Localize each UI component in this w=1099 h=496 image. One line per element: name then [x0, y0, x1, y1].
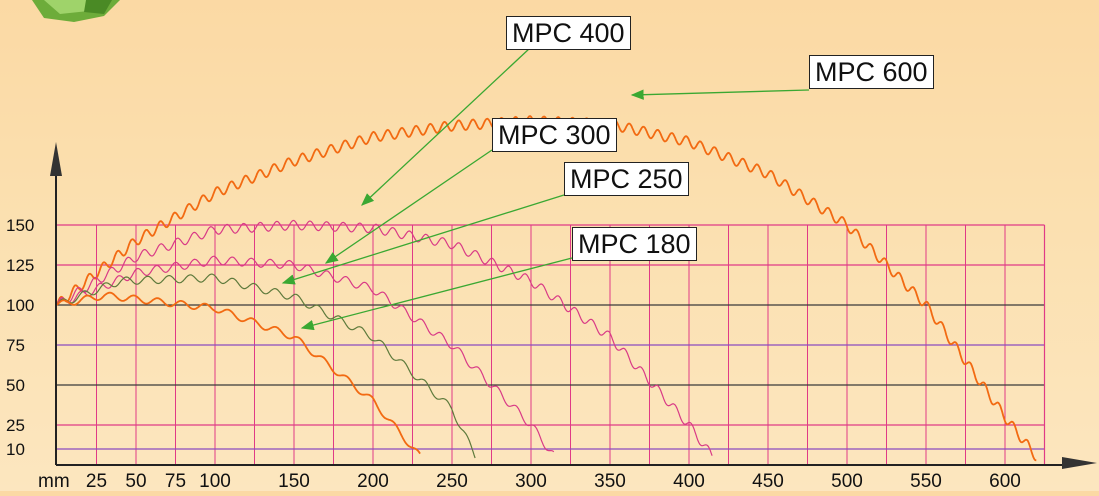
- x-tick-label: 550: [910, 471, 942, 491]
- y-tick-label: 100: [6, 296, 34, 315]
- x-tick-label: 450: [752, 471, 784, 491]
- label-mpc-250: MPC 250: [564, 162, 689, 196]
- machine-part-image: [32, 0, 120, 22]
- x-axis-arrow: [1062, 457, 1097, 469]
- leader-mpc-600: [632, 90, 809, 95]
- x-tick-label: 25: [86, 471, 107, 491]
- chart-leader-lines: [283, 48, 809, 328]
- y-tick-label: 75: [6, 336, 25, 355]
- x-tick-label: 250: [436, 471, 468, 491]
- leader-mpc-250: [283, 195, 564, 283]
- chart-grid: [56, 225, 1045, 465]
- y-tick-label: 10: [6, 440, 25, 459]
- y-axis-arrow: [50, 142, 62, 176]
- leader-mpc-300: [326, 150, 492, 263]
- x-tick-label: 300: [515, 471, 547, 491]
- x-tick-label: 200: [357, 471, 389, 491]
- y-tick-label: 25: [6, 416, 25, 435]
- x-tick-label: 600: [989, 471, 1021, 491]
- x-tick-label: 400: [673, 471, 705, 491]
- label-mpc-300: MPC 300: [492, 118, 617, 152]
- x-tick-label: 150: [278, 471, 310, 491]
- chart-ticks: 150 125 100 75 50 25 10 mm 25 50 75 100 150 200 250 300…: [6, 216, 1021, 491]
- label-mpc-600: MPC 600: [809, 55, 934, 89]
- x-tick-label: 500: [831, 471, 863, 491]
- x-unit-label: mm: [38, 471, 70, 491]
- series-mpc-600-line: [57, 116, 1036, 460]
- y-tick-label: 125: [6, 256, 34, 275]
- series-mpc-300-line: [57, 256, 554, 451]
- label-mpc-400: MPC 400: [506, 16, 631, 50]
- y-tick-label: 150: [6, 216, 34, 235]
- chart-series-layer: [57, 116, 1036, 460]
- x-tick-label: 100: [199, 471, 231, 491]
- x-tick-label: 350: [594, 471, 626, 491]
- label-mpc-180: MPC 180: [572, 227, 697, 261]
- x-tick-label: 50: [125, 471, 146, 491]
- series-mpc-180-line: [57, 293, 420, 454]
- y-tick-label: 50: [6, 376, 25, 395]
- x-tick-label: 75: [165, 471, 186, 491]
